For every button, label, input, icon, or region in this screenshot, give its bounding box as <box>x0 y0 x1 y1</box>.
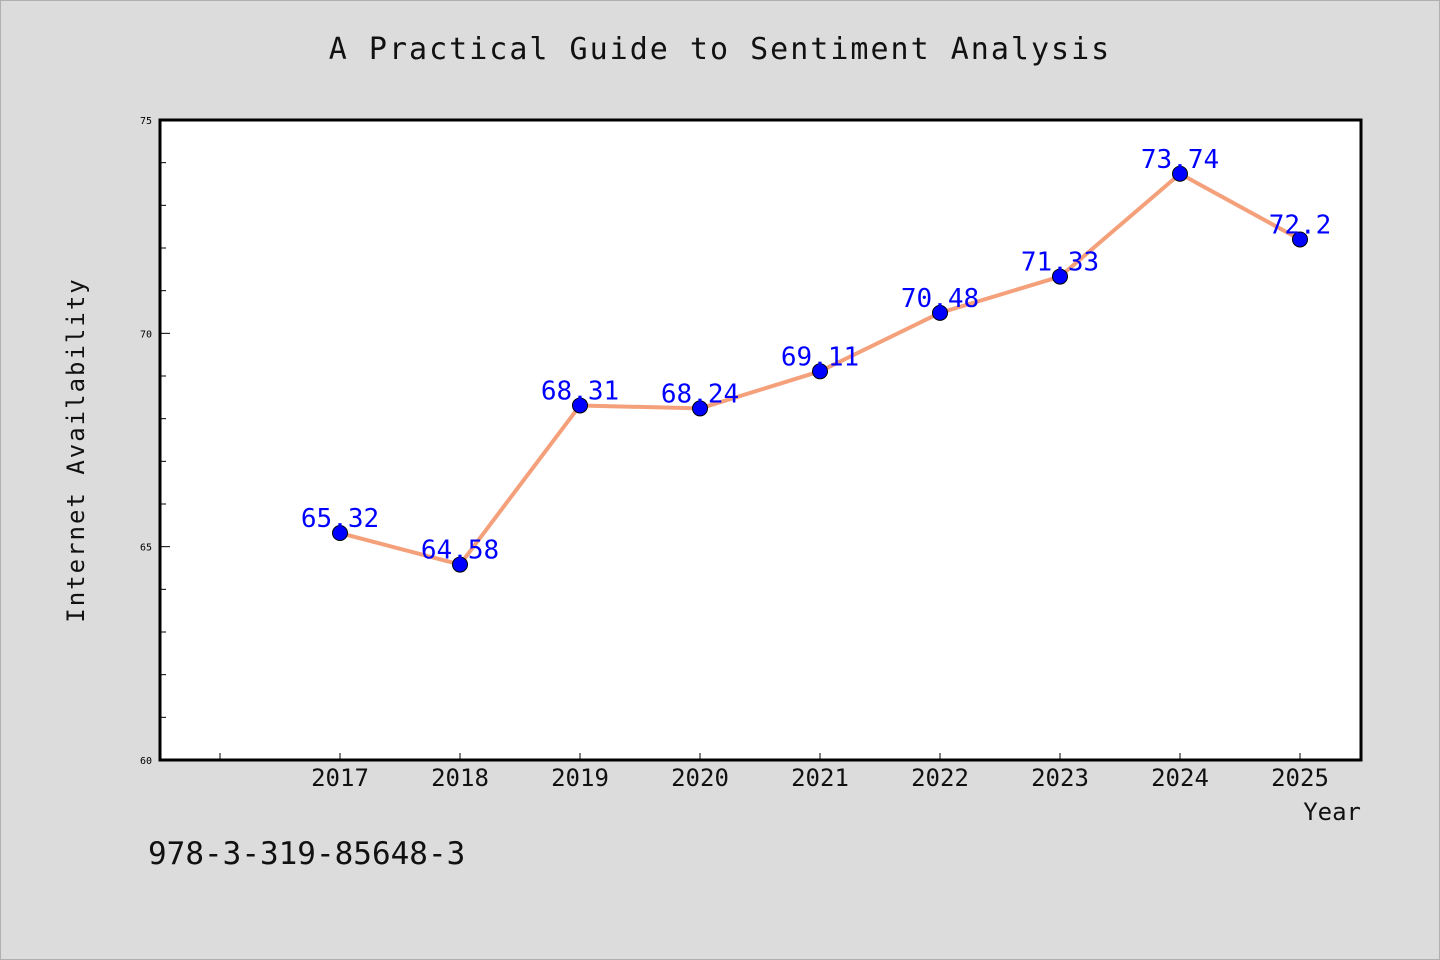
data-label: 64.58 <box>421 536 499 566</box>
data-label: 65.32 <box>301 504 379 534</box>
isbn-code: 978-3-319-85648-3 <box>148 836 466 872</box>
data-label: 69.11 <box>781 342 859 372</box>
data-point <box>452 556 468 573</box>
x-tick-label: 2020 <box>671 764 729 792</box>
data-point <box>332 525 348 542</box>
x-axis-label: Year <box>1303 798 1361 826</box>
y-tick-label: 70 <box>140 329 152 340</box>
data-label: 68.31 <box>541 376 619 406</box>
data-label: 68.24 <box>661 379 739 409</box>
x-tick-label: 2023 <box>1031 764 1089 792</box>
data-label: 70.48 <box>901 284 979 314</box>
data-point <box>1052 268 1068 285</box>
data-point <box>572 397 588 414</box>
y-tick-label: 65 <box>140 543 152 554</box>
y-tick-label: 60 <box>140 756 152 767</box>
data-point <box>812 363 828 380</box>
data-point <box>1172 165 1188 182</box>
data-point <box>932 304 948 321</box>
x-tick-label: 2017 <box>311 764 369 792</box>
chart-title: A Practical Guide to Sentiment Analysis <box>328 32 1112 67</box>
x-tick-label: 2021 <box>791 764 849 792</box>
plot-area <box>158 118 1363 762</box>
data-label: 72.2 <box>1269 210 1332 240</box>
x-tick-label: 2018 <box>431 764 489 792</box>
y-tick-label: 75 <box>140 116 152 127</box>
x-tick-label: 2025 <box>1271 764 1329 792</box>
data-point <box>692 400 708 417</box>
data-point <box>1292 231 1308 248</box>
y-axis-label: Internet Availability <box>62 277 90 622</box>
x-tick-label: 2019 <box>551 764 609 792</box>
data-label: 73.74 <box>1141 145 1219 175</box>
x-tick-label: 2022 <box>911 764 969 792</box>
data-label: 71.33 <box>1021 248 1099 278</box>
x-tick-label: 2024 <box>1151 764 1209 792</box>
